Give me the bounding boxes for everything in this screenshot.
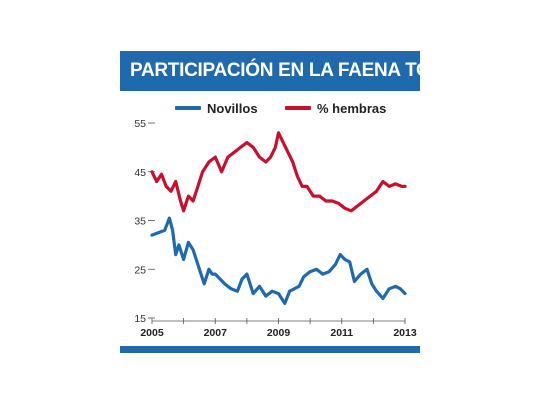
title-bar: PARTICIPACIÓN EN LA FAENA TOTAL xyxy=(120,51,465,91)
legend-item-hembras: % hembras xyxy=(285,98,386,118)
legend-swatch-hembras xyxy=(285,106,311,110)
x-tick-label-2013: 2013 xyxy=(393,327,417,339)
y-tick-label-45: 45 xyxy=(134,167,146,179)
legend-item-novillos: Novillos xyxy=(175,98,258,118)
line-chart: 15 25 35 45 55 2005 2007 2009 2011 2013 xyxy=(134,118,417,339)
series-line-novillos xyxy=(150,216,407,305)
chart-title: PARTICIPACIÓN EN LA FAENA TOTAL xyxy=(130,60,466,81)
y-tick-label-15: 15 xyxy=(134,313,146,325)
y-tick-label-35: 35 xyxy=(134,216,146,228)
x-tick-label-2009: 2009 xyxy=(267,327,291,339)
legend: Novillos % hembras xyxy=(120,98,420,118)
legend-swatch-novillos xyxy=(175,106,201,110)
legend-label-novillos: Novillos xyxy=(207,100,258,116)
bottom-bar xyxy=(120,346,420,353)
legend-label-hembras: % hembras xyxy=(317,100,387,116)
chart-panel: PARTICIPACIÓN EN LA FAENA TOTAL Novillos… xyxy=(120,51,465,353)
x-tick-label-2007: 2007 xyxy=(204,327,228,339)
y-tick-label-25: 25 xyxy=(134,264,146,276)
series-line-hembras xyxy=(150,131,407,213)
x-tick-label-2011: 2011 xyxy=(330,327,353,339)
x-tick-label-2005: 2005 xyxy=(140,327,164,339)
y-tick-label-55: 55 xyxy=(134,118,146,130)
